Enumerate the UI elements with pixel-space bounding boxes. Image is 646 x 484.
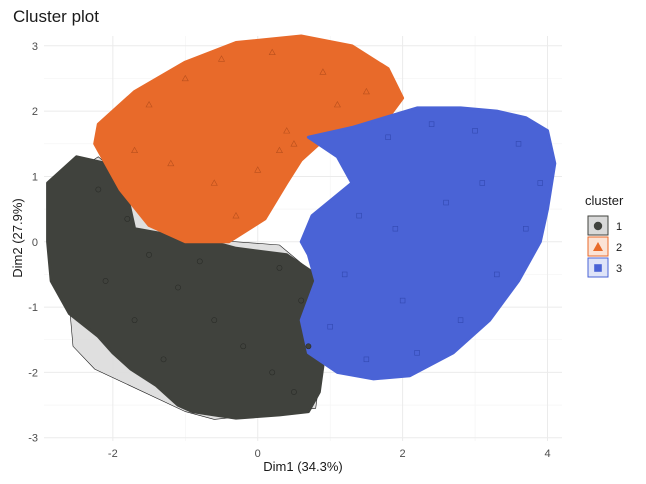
cluster-2-point [210, 179, 218, 186]
cluster-2-point [254, 166, 262, 173]
cluster-1-point [298, 297, 305, 304]
cluster-3-point [363, 356, 370, 363]
y-axis-ticks: -3 -2 -1 0 1 2 3 [28, 41, 38, 445]
cluster-1-point [305, 343, 312, 350]
cluster-1-point [146, 251, 152, 258]
cluster-2-point [232, 212, 240, 219]
cluster-2-point [181, 74, 189, 82]
y-tick-label: -3 [28, 433, 38, 445]
y-tick-label: -1 [28, 302, 38, 314]
cluster-3-point [472, 128, 478, 134]
cluster-1-point [160, 356, 167, 363]
cluster-1-point [240, 343, 247, 350]
y-tick-label: -2 [28, 367, 38, 379]
cluster-2-point [290, 140, 298, 147]
legend-title: cluster [585, 193, 624, 208]
y-tick-label: 3 [32, 41, 38, 53]
y-tick-label: 2 [32, 106, 38, 118]
cluster-3-point [327, 323, 333, 330]
cluster-3-point [341, 271, 348, 278]
y-tick-label: 0 [32, 237, 38, 249]
cluster-3-point [537, 180, 543, 186]
cluster-3-point [457, 317, 464, 323]
chart-title: Cluster plot [13, 7, 99, 26]
cluster-1-point [102, 278, 109, 284]
cluster-3-point [399, 297, 406, 304]
x-axis-title: Dim1 (34.3%) [263, 459, 342, 474]
x-tick-label: 2 [400, 448, 406, 460]
cluster-1-point [276, 264, 283, 271]
cluster-2-point [319, 68, 327, 75]
cluster-3-point [414, 350, 420, 356]
cluster-3-region [299, 106, 557, 381]
cluster-1-point [211, 317, 218, 324]
y-tick-label: 1 [32, 171, 38, 183]
cluster-3-point [443, 199, 449, 206]
cluster-3-point [428, 121, 435, 127]
cluster-regions [46, 34, 557, 420]
cluster-1-point [124, 216, 131, 222]
cluster-3-point [385, 134, 391, 140]
cluster-1-point [175, 284, 181, 291]
y-axis-title: Dim2 (27.9%) [10, 198, 25, 277]
legend-items: 1 2 3 [587, 215, 622, 278]
cluster-2-point [268, 48, 276, 56]
cluster-3-point [479, 180, 486, 186]
cluster-2-point [275, 146, 283, 154]
legend-label-1: 1 [616, 221, 622, 233]
cluster-1-point [196, 258, 203, 265]
cluster-2-point [333, 100, 341, 108]
legend: cluster 1 2 3 [585, 193, 624, 278]
x-tick-label: 4 [544, 448, 550, 460]
legend-label-2: 2 [616, 242, 622, 254]
cluster-1-point [131, 317, 138, 324]
legend-key-2-marker [593, 242, 603, 251]
cluster-3-point [356, 212, 362, 219]
x-tick-label: 0 [255, 448, 261, 460]
cluster-2-point [217, 55, 226, 62]
cluster-points [95, 48, 543, 395]
cluster-2-point [362, 87, 370, 95]
cluster-1-region [46, 155, 332, 420]
legend-label-3: 3 [616, 263, 622, 275]
legend-key-1-marker [593, 221, 603, 231]
cluster-3-point [494, 271, 500, 278]
plot-panel [44, 34, 562, 441]
cluster-1-point [291, 389, 297, 395]
cluster-3-point [515, 141, 522, 147]
cluster-1-point [95, 186, 102, 193]
cluster-2-point [145, 100, 153, 108]
cluster-3-point [523, 226, 529, 232]
x-tick-label: -2 [108, 448, 118, 460]
legend-key-3-marker [594, 264, 602, 272]
cluster-2-point [167, 159, 175, 167]
cluster-2-point [283, 127, 291, 134]
cluster-3-point [392, 226, 399, 232]
x-axis-ticks: -2 0 2 4 [108, 448, 551, 460]
cluster-1-point [269, 369, 276, 376]
cluster-2-point [131, 146, 139, 154]
